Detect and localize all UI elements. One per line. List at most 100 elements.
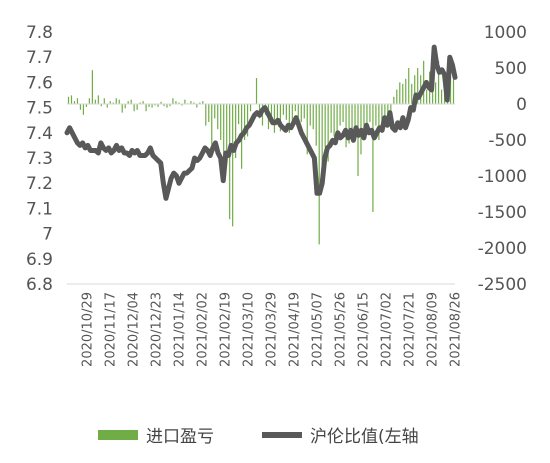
import-profit-loss-bar <box>169 104 171 107</box>
import-profit-loss-bar <box>145 104 147 112</box>
import-profit-loss-bar <box>417 68 419 104</box>
import-profit-loss-bar <box>375 104 377 126</box>
import-profit-loss-bar <box>255 78 258 104</box>
import-profit-loss-bar <box>103 98 105 104</box>
import-profit-loss-bar <box>449 76 452 104</box>
left-axis-tick-label: 7.2 <box>26 174 53 194</box>
import-profit-loss-bar <box>205 104 207 126</box>
left-axis-tick-label: 7.5 <box>26 99 53 119</box>
import-profit-loss-bar <box>243 104 246 140</box>
import-profit-loss-bar <box>300 104 302 122</box>
import-profit-loss-bar <box>297 104 299 117</box>
import-profit-loss-bar <box>387 104 389 115</box>
import-profit-loss-bar <box>396 89 398 104</box>
import-profit-loss-bar <box>452 68 455 104</box>
import-profit-loss-bar <box>202 101 204 104</box>
import-profit-loss-bar <box>85 104 87 107</box>
import-profit-loss-bar <box>97 95 99 104</box>
left-axis-tick-label: 6.8 <box>26 275 53 295</box>
import-profit-loss-bar <box>390 104 392 112</box>
import-profit-loss-bar <box>285 104 287 120</box>
right-axis-tick-label: 500 <box>495 59 527 79</box>
import-profit-loss-bar <box>318 104 320 245</box>
import-profit-loss-bar <box>411 83 413 104</box>
import-profit-loss-bar <box>127 101 129 104</box>
import-profit-loss-bar <box>160 101 162 104</box>
import-profit-loss-bar <box>124 104 126 109</box>
import-profit-loss-bar <box>393 96 395 104</box>
import-profit-loss-bar <box>136 104 138 110</box>
legend-swatch-bar <box>98 430 138 440</box>
left-axis-tick-label: 6.9 <box>26 250 53 270</box>
import-profit-loss-bar <box>178 102 180 104</box>
import-profit-loss-bar <box>333 104 335 137</box>
import-profit-loss-bar <box>184 99 186 104</box>
import-profit-loss-bar <box>435 82 437 104</box>
import-profit-loss-bar <box>130 99 132 104</box>
import-profit-loss-bar <box>199 102 201 104</box>
import-profit-loss-bar <box>118 99 120 104</box>
left-axis-tick-label: 7.7 <box>26 48 53 68</box>
import-profit-loss-bar <box>190 101 192 104</box>
import-profit-loss-bar <box>246 104 249 137</box>
import-profit-loss-bar <box>384 104 386 122</box>
import-profit-loss-bar <box>217 104 219 130</box>
import-profit-loss-bar <box>399 82 401 104</box>
right-axis-tick-label: -1500 <box>478 203 527 223</box>
x-axis-tick-label: 2021/07/02 <box>380 292 395 367</box>
x-axis-tick-label: 2021/02/19 <box>219 292 234 367</box>
x-axis-tick-label: 2020/12/23 <box>150 292 165 367</box>
import-profit-loss-bar <box>151 104 153 108</box>
series-shanghai-london-ratio-line <box>64 44 458 201</box>
import-profit-loss-bar <box>273 104 276 133</box>
import-profit-loss-bar <box>208 104 210 122</box>
import-profit-loss-bar <box>163 104 165 107</box>
import-profit-loss-bar <box>378 104 380 140</box>
x-axis-tick-label: 2021/02/02 <box>196 292 211 367</box>
import-profit-loss-bar <box>94 99 96 104</box>
import-profit-loss-bar <box>309 104 311 126</box>
x-axis-tick-label: 2021/01/14 <box>173 292 188 367</box>
legend-label-shanghai-london-ratio: 沪伦比值(左轴 <box>310 427 419 447</box>
import-profit-loss-bar <box>270 104 273 119</box>
import-profit-loss-bar <box>324 104 326 148</box>
import-profit-loss-bar <box>115 98 117 104</box>
right-axis-tick-label: -1000 <box>478 167 527 187</box>
x-axis-ticks: 2020/10/29 2020/11/17 2020/12/04 2020/12/23… <box>81 292 464 367</box>
import-profit-loss-bar <box>214 104 216 119</box>
import-profit-loss-bar <box>342 104 344 122</box>
import-profit-loss-bar <box>336 104 338 144</box>
import-profit-loss-bar <box>354 104 356 126</box>
import-profit-loss-bar <box>235 104 237 158</box>
left-axis-tick-label: 7.3 <box>26 149 53 169</box>
import-profit-loss-bar <box>175 101 177 104</box>
import-profit-loss-bar <box>432 86 434 104</box>
right-axis-tick-label: 1000 <box>484 23 527 43</box>
import-profit-loss-bar <box>139 102 141 104</box>
import-profit-loss-bar <box>405 78 407 104</box>
import-profit-loss-bar <box>321 104 323 191</box>
x-axis-tick-label: 2021/06/15 <box>357 292 372 367</box>
import-profit-loss-bar <box>172 98 174 104</box>
import-profit-loss-bar <box>133 104 135 112</box>
import-profit-loss-bar <box>414 75 416 104</box>
import-profit-loss-bar <box>330 104 332 133</box>
left-axis-ticks: 7.8 7.7 7.6 7.5 7.4 7.3 7.2 7.1 7 6.9 6.8 <box>26 23 53 295</box>
import-profit-loss-bar <box>339 104 341 126</box>
left-axis-tick-label: 7.1 <box>26 199 53 219</box>
x-axis-tick-label: 2020/11/17 <box>104 292 119 367</box>
import-profit-loss-bar <box>357 104 359 176</box>
import-profit-loss-bar <box>121 104 123 113</box>
import-profit-loss-bar <box>193 102 195 104</box>
legend-label-import-profit-loss: 进口盈亏 <box>146 427 214 447</box>
import-profit-loss-bar <box>279 104 281 132</box>
import-profit-loss-bar <box>426 89 428 104</box>
import-profit-loss-bar <box>196 104 198 108</box>
x-axis-tick-label: 2021/03/10 <box>242 292 257 367</box>
import-profit-loss-bar <box>363 104 365 140</box>
import-profit-loss-bar <box>345 104 347 148</box>
import-profit-loss-bar <box>106 104 108 108</box>
import-profit-loss-bar <box>82 104 85 115</box>
import-profit-loss-bar <box>154 104 156 106</box>
x-axis-tick-label: 2020/10/29 <box>81 292 96 367</box>
